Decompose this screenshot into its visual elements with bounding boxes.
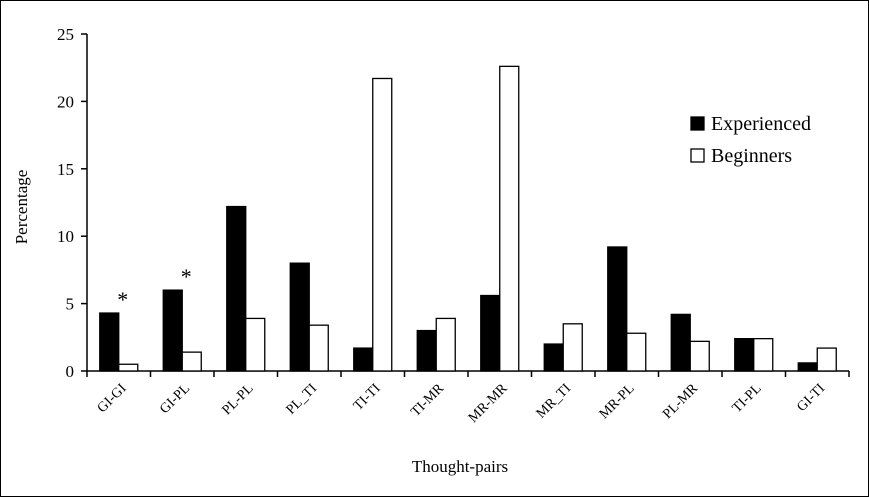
bars-group (99, 65, 837, 372)
y-tick-label: 15 (57, 160, 74, 179)
x-tick-label: MR-PL (597, 381, 638, 422)
bar-beginners-gi-ti (816, 347, 837, 372)
bar-experienced-ti-mr (416, 329, 437, 372)
x-tick-label: PL-PL (220, 381, 257, 418)
x-tick-label: PL-MR (660, 381, 701, 422)
bar-beginners-gi-pl (181, 351, 202, 372)
bar-beginners-gi-gi (118, 363, 139, 372)
bar-experienced-mr-mr (480, 294, 501, 372)
legend-label-experienced: Experienced (711, 113, 811, 135)
significance-asterisk: * (117, 287, 128, 312)
significance-asterisk: * (181, 264, 192, 289)
bar-beginners-ti-pl (753, 337, 774, 372)
y-tick-label: 0 (66, 362, 75, 381)
bar-beginners-ti-ti (372, 77, 393, 372)
y-axis: 0 5 10 15 20 25 (57, 25, 88, 381)
y-axis-title: Percentage (12, 170, 31, 245)
bar-beginners-pl-mr (689, 340, 710, 372)
y-tick-label: 25 (57, 25, 74, 44)
annotations-group: ** (117, 264, 192, 312)
bar-experienced-pl_ti (289, 262, 310, 372)
bar-experienced-mr_ti (543, 343, 564, 372)
x-tick-label: GI-TI (794, 381, 828, 415)
legend-label-beginners: Beginners (711, 145, 792, 167)
y-tick-label: 5 (66, 295, 75, 314)
bar-beginners-mr-pl (626, 332, 647, 372)
legend-swatch-experienced (690, 116, 705, 131)
bar-experienced-ti-pl (734, 337, 755, 372)
x-axis-title: Thought-pairs (412, 457, 508, 476)
x-axis: GI-GI GI-PL PL-PL PL_TI TI-TI TI-MR MR-MR MR_TI… (86, 370, 850, 426)
bar-beginners-pl_ti (308, 324, 329, 372)
y-tick-label: 20 (57, 92, 74, 111)
bar-experienced-pl-pl (226, 205, 247, 372)
bar-experienced-gi-gi (99, 312, 120, 372)
bar-experienced-pl-mr (670, 313, 691, 372)
x-tick-label: GI-PL (157, 381, 193, 417)
x-tick-label: TI-TI (351, 381, 384, 414)
bar-beginners-mr-mr (499, 65, 520, 372)
x-tick-label: PL_TI (284, 381, 321, 418)
x-tick-label: MR-MR (466, 381, 511, 426)
legend: Experienced Beginners (690, 113, 811, 167)
bar-beginners-ti-mr (435, 317, 456, 372)
legend-swatch-beginners (690, 148, 705, 163)
bar-experienced-mr-pl (607, 246, 628, 372)
bar-experienced-gi-ti (797, 362, 818, 372)
x-tick-label: MR_TI (534, 381, 575, 422)
x-tick-label: TI-PL (730, 381, 765, 416)
bar-experienced-ti-ti (353, 347, 374, 372)
x-tick-label: GI-GI (95, 381, 130, 416)
bar-beginners-pl-pl (245, 317, 266, 372)
x-tick-label: TI-MR (408, 381, 447, 420)
y-tick-label: 10 (57, 227, 74, 246)
bar-beginners-mr_ti (562, 323, 583, 372)
bar-experienced-gi-pl (162, 289, 183, 372)
